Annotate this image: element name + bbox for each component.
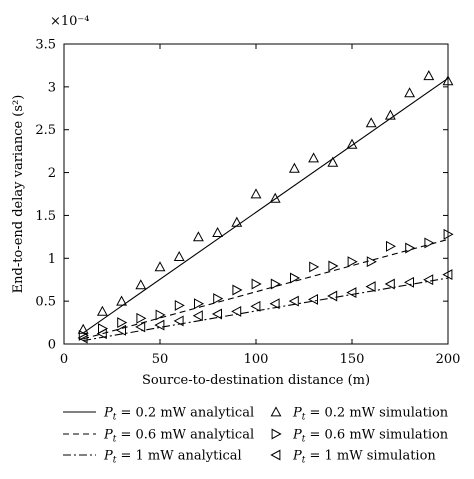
data-point-4-8	[232, 284, 243, 296]
legend-marker-2	[270, 449, 281, 461]
data-point-5-10	[269, 298, 280, 310]
y-tick-label: 1	[48, 252, 56, 267]
legend: Pt = 0.2 mW analytical Pt = 0.6 mW analyt…	[63, 406, 449, 466]
data-point-4-10	[270, 278, 281, 290]
legend-label-sim-2: Pt = 1 mW simulation	[292, 449, 436, 466]
data-point-5-17	[403, 276, 414, 288]
data-point-5-9	[250, 300, 261, 312]
legend-marker-1	[271, 428, 282, 440]
data-point-5-18	[423, 274, 434, 286]
data-point-4-12	[309, 261, 320, 273]
data-point-4-6	[194, 298, 205, 310]
legend-label-sim-1: Pt = 0.6 mW simulation	[292, 428, 449, 445]
data-point-5-5	[173, 315, 184, 327]
y-tick-label: 1.5	[35, 209, 56, 224]
data-point-5-13	[327, 290, 338, 302]
data-point-3-14	[346, 138, 358, 149]
data-point-3-13	[327, 156, 339, 167]
data-point-5-15	[365, 281, 376, 293]
data-point-3-1	[96, 305, 108, 316]
data-point-3-18	[423, 70, 435, 81]
legend-label-2: Pt = 1 mW analytical	[103, 449, 242, 466]
y-tick-label: 3.5	[35, 38, 56, 53]
legend-label-sim-0: Pt = 0.2 mW simulation	[292, 406, 449, 423]
data-point-5-12	[307, 293, 318, 305]
data-point-4-3	[136, 312, 147, 324]
y-tick-label: 2	[48, 166, 56, 181]
plot-frame	[63, 43, 449, 345]
data-point-3-12	[308, 152, 320, 163]
x-tick-label: 100	[244, 352, 269, 367]
data-point-4-1	[98, 323, 109, 335]
data-point-3-17	[404, 87, 416, 98]
y-tick-label: 0.5	[35, 295, 56, 310]
data-point-5-3	[135, 321, 146, 333]
y-axis-scale-label: ×10⁻⁴	[50, 14, 90, 29]
data-point-3-15	[365, 117, 377, 128]
data-point-4-14	[347, 256, 358, 268]
y-tick-label: 3	[48, 80, 56, 95]
axis-ticks: 0 50 100 150 200 0 0.5 1 1.5 2 2.5 3 3.5	[35, 38, 460, 368]
x-tick-label: 0	[60, 352, 68, 367]
data-point-5-0	[77, 332, 88, 344]
data-point-4-11	[290, 272, 301, 284]
data-point-5-6	[192, 310, 203, 322]
data-point-3-3	[135, 279, 147, 290]
data-point-4-7	[213, 293, 224, 305]
y-axis-label: End-to-end delay variance (s²)	[11, 95, 26, 294]
data-point-5-14	[346, 287, 357, 299]
data-point-5-19	[442, 269, 453, 281]
data-point-3-5	[173, 250, 185, 261]
data-point-3-8	[231, 216, 243, 227]
data-point-5-2	[115, 324, 126, 336]
y-tick-label: 0	[48, 338, 56, 353]
data-point-3-0	[77, 323, 89, 334]
data-point-4-17	[405, 242, 416, 254]
data-point-5-11	[288, 295, 299, 307]
y-tick-label: 2.5	[35, 123, 56, 138]
data-point-3-7	[212, 226, 224, 237]
data-point-4-4	[155, 309, 166, 321]
data-point-4-16	[386, 240, 397, 252]
x-tick-label: 150	[340, 352, 365, 367]
data-point-5-8	[231, 305, 242, 317]
data-point-3-11	[288, 162, 300, 173]
data-point-4-18	[424, 237, 435, 249]
legend-label-1: Pt = 0.6 mW analytical	[103, 428, 254, 445]
series-line-0	[82, 77, 449, 334]
x-axis-label: Source-to-destination distance (m)	[142, 373, 370, 388]
data-point-4-5	[174, 299, 185, 311]
data-point-4-15	[366, 256, 377, 268]
data-point-3-4	[154, 261, 166, 272]
data-point-4-0	[78, 329, 89, 341]
legend-label-0: Pt = 0.2 mW analytical	[103, 406, 254, 423]
data-point-5-7	[211, 308, 222, 320]
data-point-3-10	[269, 192, 281, 203]
data-point-5-4	[154, 319, 165, 331]
data-point-3-16	[384, 109, 396, 120]
legend-marker-0	[270, 406, 282, 417]
data-point-3-9	[250, 188, 262, 199]
series-line-2	[83, 277, 449, 342]
plot-area	[63, 43, 454, 345]
data-point-4-2	[117, 317, 128, 329]
data-point-3-19	[442, 75, 454, 86]
x-tick-label: 200	[436, 352, 461, 367]
x-tick-label: 50	[152, 352, 169, 367]
data-point-4-13	[328, 260, 339, 272]
data-point-5-16	[384, 278, 395, 290]
data-point-4-9	[251, 278, 262, 290]
data-point-5-1	[96, 328, 107, 340]
data-point-3-2	[116, 295, 128, 306]
data-point-3-6	[192, 231, 204, 242]
data-point-4-19	[443, 228, 454, 240]
